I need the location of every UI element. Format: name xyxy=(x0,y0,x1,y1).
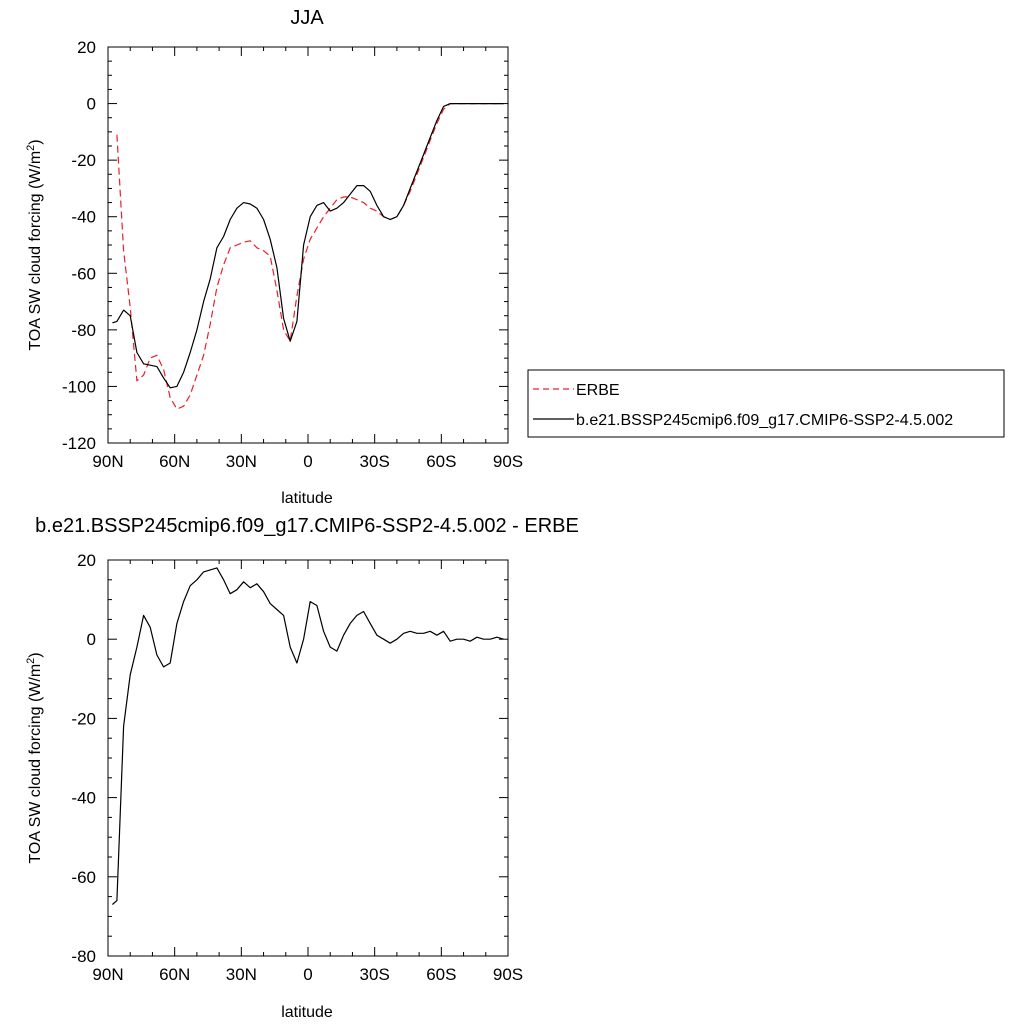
bottom-series-line-0 xyxy=(112,567,504,905)
bottom-y-tick-label: -40 xyxy=(71,789,96,808)
bottom-panel: b.e21.BSSP245cmip6.f09_g17.CMIP6-SSP2-4.… xyxy=(25,515,579,1021)
top-y-tick-label: -100 xyxy=(62,377,96,396)
bottom-y-axis-label: TOA SW cloud forcing (W/m2) xyxy=(25,652,44,863)
bottom-x-tick-label: 30N xyxy=(226,965,257,984)
bottom-y-tick-label: -20 xyxy=(71,709,96,728)
top-y-tick-label: 20 xyxy=(77,38,96,57)
top-panel: JJA 90N 60N 30N 0 30S 60S 90S 20 0 -20 -40 -60 -80 -1… xyxy=(25,7,1005,507)
bottom-plot-area xyxy=(112,567,504,905)
bottom-x-tick-label: 60N xyxy=(159,965,190,984)
bottom-x-tick-label: 60S xyxy=(426,965,456,984)
top-ticks: 90N 60N 30N 0 30S 60S 90S 20 0 -20 -40 -60 -80 -100 -1… xyxy=(62,38,523,471)
bottom-y-tick-label: -60 xyxy=(71,868,96,887)
top-y-tick-label: -40 xyxy=(71,208,96,227)
bottom-x-tick-label: 90S xyxy=(493,965,523,984)
top-y-tick-label: -80 xyxy=(71,321,96,340)
top-x-tick-label: 60S xyxy=(426,452,456,471)
bottom-x-tick-label: 0 xyxy=(303,965,312,984)
top-plot-area xyxy=(112,102,504,410)
top-y-tick-label: -20 xyxy=(71,151,96,170)
bottom-y-tick-label: -80 xyxy=(71,947,96,966)
bottom-ticks: 90N 60N 30N 0 30S 60S 90S 20 0 -20 -40 -60 -80 xyxy=(71,551,523,984)
legend-box xyxy=(527,369,1005,438)
top-y-axis-label: TOA SW cloud forcing (W/m2) xyxy=(25,139,44,350)
bottom-y-tick-label: 20 xyxy=(77,551,96,570)
top-x-tick-label: 90S xyxy=(493,452,523,471)
bottom-plot-frame xyxy=(107,559,509,957)
top-chart-title: JJA xyxy=(290,7,324,29)
legend-label-erbe: ERBE xyxy=(576,382,620,399)
legend-label-model: b.e21.BSSP245cmip6.f09_g17.CMIP6-SSP2-4.… xyxy=(576,412,953,429)
top-x-axis-label: latitude xyxy=(281,490,333,507)
legend: ERBE b.e21.BSSP245cmip6.f09_g17.CMIP6-SS… xyxy=(527,369,1005,438)
top-x-tick-label: 0 xyxy=(303,452,312,471)
bottom-x-tick-label: 90N xyxy=(92,965,123,984)
top-x-tick-label: 90N xyxy=(92,452,123,471)
bottom-x-axis-label: latitude xyxy=(281,1004,333,1021)
top-y-tick-label: 0 xyxy=(87,95,96,114)
top-series-line-0 xyxy=(116,102,504,410)
bottom-y-tick-label: 0 xyxy=(87,630,96,649)
top-x-tick-label: 30S xyxy=(360,452,390,471)
top-x-tick-label: 30N xyxy=(226,452,257,471)
top-y-tick-label: -120 xyxy=(62,434,96,453)
top-x-tick-label: 60N xyxy=(159,452,190,471)
top-plot-frame xyxy=(107,46,509,444)
bottom-x-tick-label: 30S xyxy=(360,965,390,984)
top-series-line-1 xyxy=(112,102,504,389)
bottom-chart-title: b.e21.BSSP245cmip6.f09_g17.CMIP6-SSP2-4.… xyxy=(35,515,579,537)
top-y-tick-label: -60 xyxy=(71,264,96,283)
